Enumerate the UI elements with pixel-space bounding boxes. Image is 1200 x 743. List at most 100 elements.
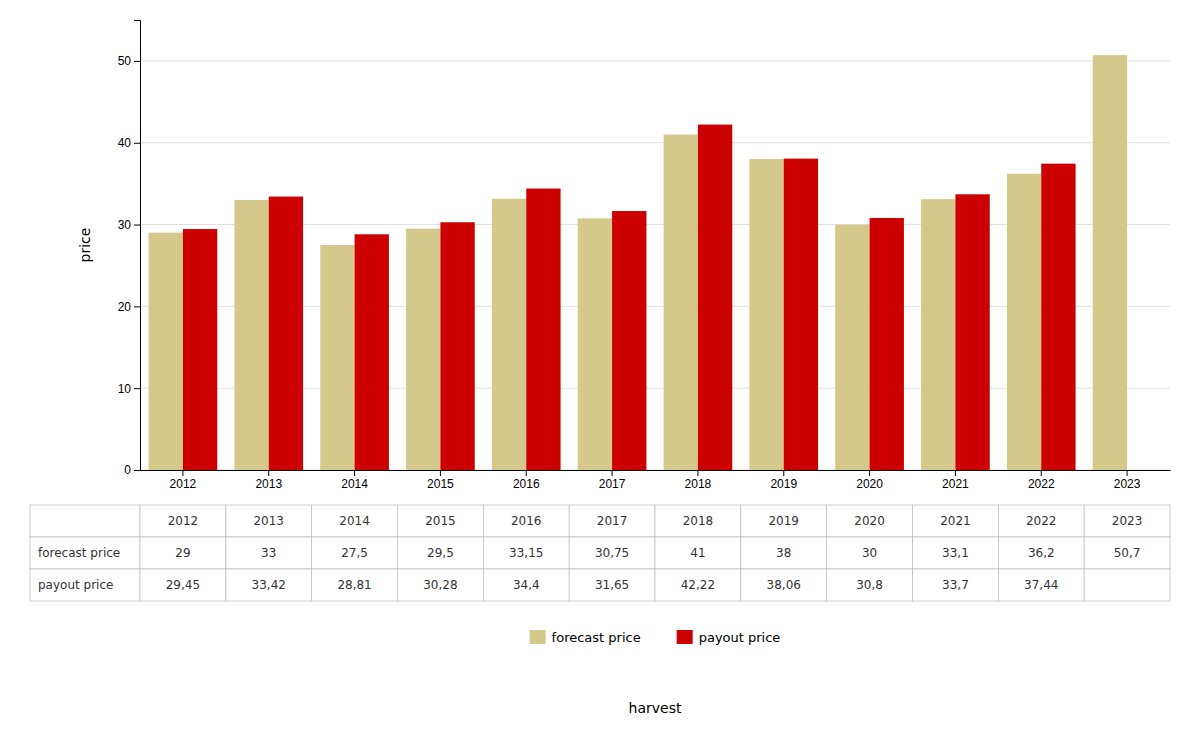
- table-cell: [827, 537, 913, 569]
- x-tick-mark: [440, 470, 441, 476]
- x-tick-mark: [182, 470, 183, 476]
- y-tick-label: 50: [118, 54, 132, 68]
- table-text: 37,44: [1024, 578, 1058, 592]
- y-tick-mark: [134, 143, 140, 144]
- table-cell: [483, 537, 569, 569]
- y-tick: 10: [118, 382, 140, 396]
- grid-line: [140, 142, 1170, 143]
- grid-line: [140, 60, 1170, 61]
- y-tick: 0: [124, 463, 140, 477]
- bar: [234, 200, 268, 470]
- bar: [406, 229, 440, 470]
- bar: [269, 197, 303, 470]
- bar: [955, 194, 989, 470]
- table-cell: [655, 505, 741, 537]
- x-tick: 2020: [856, 470, 883, 491]
- table-text: 29,5: [427, 546, 454, 560]
- y-tick-mark: [134, 306, 140, 307]
- table-cell: [30, 505, 140, 537]
- x-tick: 2013: [255, 470, 282, 491]
- table-cell: [1084, 569, 1170, 601]
- x-tick: 2015: [427, 470, 454, 491]
- bar: [526, 189, 560, 470]
- x-tick: 2021: [942, 470, 969, 491]
- table-text: 42,22: [681, 578, 715, 592]
- y-tick-mark: [134, 388, 140, 389]
- x-tick-label: 2013: [255, 477, 282, 491]
- x-tick-label: 2015: [427, 477, 454, 491]
- table-text: 2023: [1112, 514, 1143, 528]
- x-tick-mark: [697, 470, 698, 476]
- y-tick-mark: [134, 61, 140, 62]
- bar: [921, 199, 955, 470]
- table-cell: [226, 505, 312, 537]
- legend-label: payout price: [699, 630, 781, 645]
- y-tick: 50: [118, 54, 140, 68]
- x-tick: 2023: [1114, 470, 1141, 491]
- table-text: payout price: [38, 578, 113, 592]
- table-text: 38,06: [767, 578, 801, 592]
- y-tick-label: 0: [124, 463, 131, 477]
- grid: [140, 61, 1170, 470]
- x-tick: 2016: [513, 470, 540, 491]
- x-tick: 2022: [1028, 470, 1055, 491]
- x-tick-mark: [955, 470, 956, 476]
- table-text: 2018: [683, 514, 714, 528]
- table-text: 33,7: [942, 578, 969, 592]
- table-cell: [312, 537, 398, 569]
- table-cell: [1084, 537, 1170, 569]
- bar: [440, 222, 474, 470]
- bar: [612, 211, 646, 470]
- table-text: 2014: [339, 514, 370, 528]
- x-tick-mark: [1127, 470, 1128, 476]
- table-cell: [998, 537, 1084, 569]
- table-cell: [827, 505, 913, 537]
- legend-swatch: [530, 630, 546, 644]
- bar: [183, 229, 217, 470]
- y-tick-label: 30: [118, 218, 132, 232]
- table-text: 2016: [511, 514, 542, 528]
- x-tick-label: 2021: [942, 477, 969, 491]
- table-text: 29,45: [166, 578, 200, 592]
- y-tick-mark: [134, 470, 140, 471]
- legend-label: forecast price: [552, 630, 641, 645]
- bar: [492, 199, 526, 470]
- table-text: 2021: [940, 514, 971, 528]
- table-text: 33,42: [252, 578, 286, 592]
- x-tick-mark: [612, 470, 613, 476]
- bar: [664, 135, 698, 470]
- table-cell: [569, 505, 655, 537]
- table-text: 2012: [168, 514, 199, 528]
- table-cell: [569, 537, 655, 569]
- table-text: 2022: [1026, 514, 1057, 528]
- table: 2012201320142015201620172018201920202021…: [30, 505, 1170, 601]
- y-tick: 20: [118, 300, 140, 314]
- bars: [149, 55, 1128, 470]
- y-tick-label: 40: [118, 136, 132, 150]
- table-cell: [913, 505, 999, 537]
- y-tick-label: 10: [118, 382, 132, 396]
- x-tick-mark: [268, 470, 269, 476]
- table-cell: [226, 537, 312, 569]
- table-cell: [655, 537, 741, 569]
- table-text: 2017: [597, 514, 628, 528]
- table-text: 33: [261, 546, 276, 560]
- table-cell: [398, 569, 484, 601]
- table-cell: [741, 569, 827, 601]
- y-axis-line: [134, 21, 141, 471]
- table-cell: [30, 569, 140, 601]
- y-tick: 30: [118, 218, 140, 232]
- y-axis: 0 10 20 30 40 50: [118, 21, 141, 478]
- y-tick-mark: [134, 225, 140, 226]
- table-cell: [913, 569, 999, 601]
- table-text: 28,81: [337, 578, 371, 592]
- table-cell: [998, 505, 1084, 537]
- x-tick: 2012: [170, 470, 197, 491]
- table-text: 33,15: [509, 546, 543, 560]
- x-tick-mark: [526, 470, 527, 476]
- x-axis-line: [141, 470, 1171, 471]
- bar: [320, 245, 354, 470]
- table-cell: [398, 537, 484, 569]
- x-tick-label: 2023: [1114, 477, 1141, 491]
- x-tick-label: 2020: [856, 477, 883, 491]
